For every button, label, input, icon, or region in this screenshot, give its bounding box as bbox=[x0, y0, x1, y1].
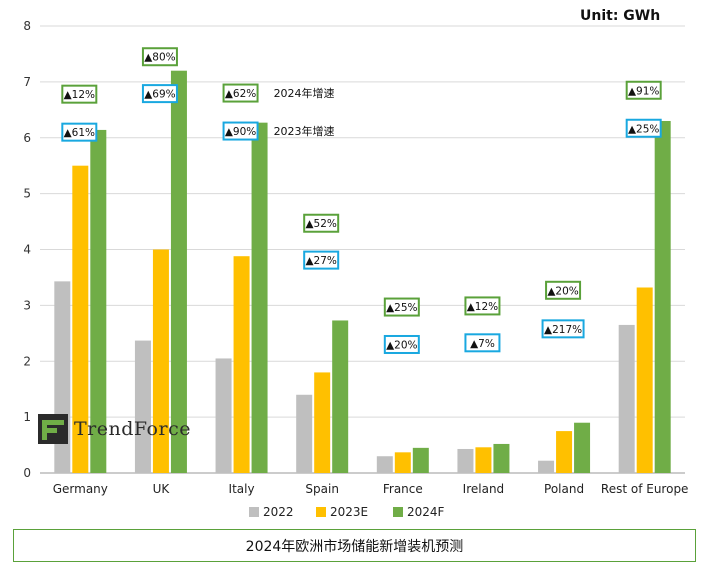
growth-2024-label-poland-box bbox=[545, 280, 582, 300]
growth-2023-label-ireland: ▲7% bbox=[470, 338, 495, 350]
bar-2022-ireland bbox=[457, 448, 474, 473]
y-tick-label: 2 bbox=[23, 354, 31, 368]
unit-label: Unit: GWh bbox=[580, 8, 661, 24]
growth-2024-label-germany: ▲12% bbox=[64, 89, 95, 101]
growth-2023-label-uk-box bbox=[141, 84, 178, 104]
y-tick-label: 8 bbox=[23, 19, 31, 33]
y-tick-label: 7 bbox=[23, 75, 31, 89]
bar-2024F-france bbox=[412, 447, 429, 473]
y-tick-label: 6 bbox=[23, 131, 31, 145]
trendforce-logo: TrendForce bbox=[38, 414, 191, 444]
growth-2024-label-germany-box bbox=[61, 84, 98, 104]
chart-caption-text: 2024年欧洲市场储能新增装机预测 bbox=[245, 538, 464, 555]
y-tick-label: 3 bbox=[23, 298, 31, 312]
bar-2022-spain bbox=[296, 394, 313, 473]
x-tick-label: Ireland bbox=[463, 482, 505, 496]
legend-label-2023E: 2023E bbox=[330, 505, 368, 519]
bar-2022-poland bbox=[538, 460, 555, 473]
bar-2024F-poland bbox=[574, 422, 591, 473]
bar-2024F-rest-of-europe bbox=[654, 120, 671, 474]
growth-2024-label-france: ▲25% bbox=[386, 302, 417, 314]
bar-2022-uk bbox=[134, 340, 151, 473]
x-tick-label: UK bbox=[153, 482, 171, 496]
bar-2024F-italy bbox=[251, 122, 268, 473]
bar-2023E-germany bbox=[72, 165, 89, 473]
growth-2023-key-label: 2023年增速 bbox=[274, 124, 335, 138]
legend-swatch-2023E bbox=[316, 507, 326, 517]
chart-caption: 2024年欧洲市场储能新增装机预测 bbox=[13, 529, 696, 562]
bar-2023E-france bbox=[394, 452, 411, 473]
bar-2024F-uk bbox=[170, 70, 187, 473]
growth-2023-label-poland: ▲217% bbox=[544, 324, 582, 336]
bar-2024F-ireland bbox=[493, 443, 510, 473]
growth-2024-label-italy: ▲62% bbox=[225, 88, 256, 100]
growth-2023-label-italy-box bbox=[222, 121, 259, 141]
bar-2023E-ireland bbox=[475, 447, 492, 473]
growth-2024-label-france-box bbox=[383, 297, 420, 317]
bar-2022-germany bbox=[54, 281, 71, 473]
bar-2023E-spain bbox=[314, 372, 331, 473]
bar-2023E-italy bbox=[233, 256, 250, 473]
growth-2023-label-poland-box bbox=[541, 319, 585, 339]
trendforce-logo-icon bbox=[38, 414, 68, 444]
x-tick-label: France bbox=[383, 482, 423, 496]
bar-2022-rest-of-europe bbox=[618, 324, 635, 473]
legend-label-2024F: 2024F bbox=[407, 505, 445, 519]
growth-2024-label-ireland-box bbox=[464, 296, 501, 316]
growth-2023-label-rest-of-europe-box bbox=[625, 118, 662, 138]
growth-2023-label-spain-box bbox=[303, 250, 340, 270]
trendforce-logo-text: TrendForce bbox=[74, 418, 191, 440]
y-tick-label: 0 bbox=[23, 466, 31, 480]
bar-2022-italy bbox=[215, 358, 232, 473]
x-tick-label: Poland bbox=[544, 482, 584, 496]
y-tick-label: 1 bbox=[23, 410, 31, 424]
growth-2023-label-spain: ▲27% bbox=[305, 255, 336, 267]
growth-2023-label-france-box bbox=[383, 334, 420, 354]
bar-2023E-rest-of-europe bbox=[636, 287, 653, 473]
legend-swatch-2024F bbox=[393, 507, 403, 517]
bar-2024F-germany bbox=[90, 129, 107, 474]
growth-2024-label-spain: ▲52% bbox=[305, 218, 336, 230]
y-tick-label: 4 bbox=[23, 243, 31, 257]
x-tick-label: Spain bbox=[305, 482, 339, 496]
growth-2023-label-italy: ▲90% bbox=[225, 126, 256, 138]
growth-2023-label-france: ▲20% bbox=[386, 339, 417, 351]
bar-2023E-uk bbox=[152, 249, 169, 473]
growth-2023-label-ireland-box bbox=[464, 333, 501, 353]
bar-2024F-spain bbox=[332, 320, 349, 473]
growth-2024-label-poland: ▲20% bbox=[547, 285, 578, 297]
growth-2024-label-rest-of-europe-box bbox=[625, 80, 662, 100]
growth-2024-label-ireland: ▲12% bbox=[467, 301, 498, 313]
legend-swatch-2022 bbox=[249, 507, 259, 517]
growth-2024-label-uk: ▲80% bbox=[144, 52, 175, 64]
legend-label-2022: 2022 bbox=[263, 505, 294, 519]
growth-2023-label-rest-of-europe: ▲25% bbox=[628, 123, 659, 135]
growth-2024-label-rest-of-europe: ▲91% bbox=[628, 85, 659, 97]
bar-2023E-poland bbox=[556, 431, 573, 473]
growth-2024-label-uk-box bbox=[141, 47, 178, 67]
bar-2022-france bbox=[376, 456, 393, 473]
y-tick-label: 5 bbox=[23, 187, 31, 201]
growth-2023-label-germany: ▲61% bbox=[64, 127, 95, 139]
growth-2024-label-italy-box bbox=[222, 83, 259, 103]
x-tick-label: Germany bbox=[53, 482, 108, 496]
growth-2023-label-germany-box bbox=[61, 122, 98, 142]
x-tick-label: Rest of Europe bbox=[601, 482, 689, 496]
growth-2024-label-spain-box bbox=[303, 213, 340, 233]
x-tick-label: Italy bbox=[229, 482, 255, 496]
growth-2023-label-uk: ▲69% bbox=[144, 89, 175, 101]
growth-2024-key-label: 2024年增速 bbox=[274, 86, 335, 100]
